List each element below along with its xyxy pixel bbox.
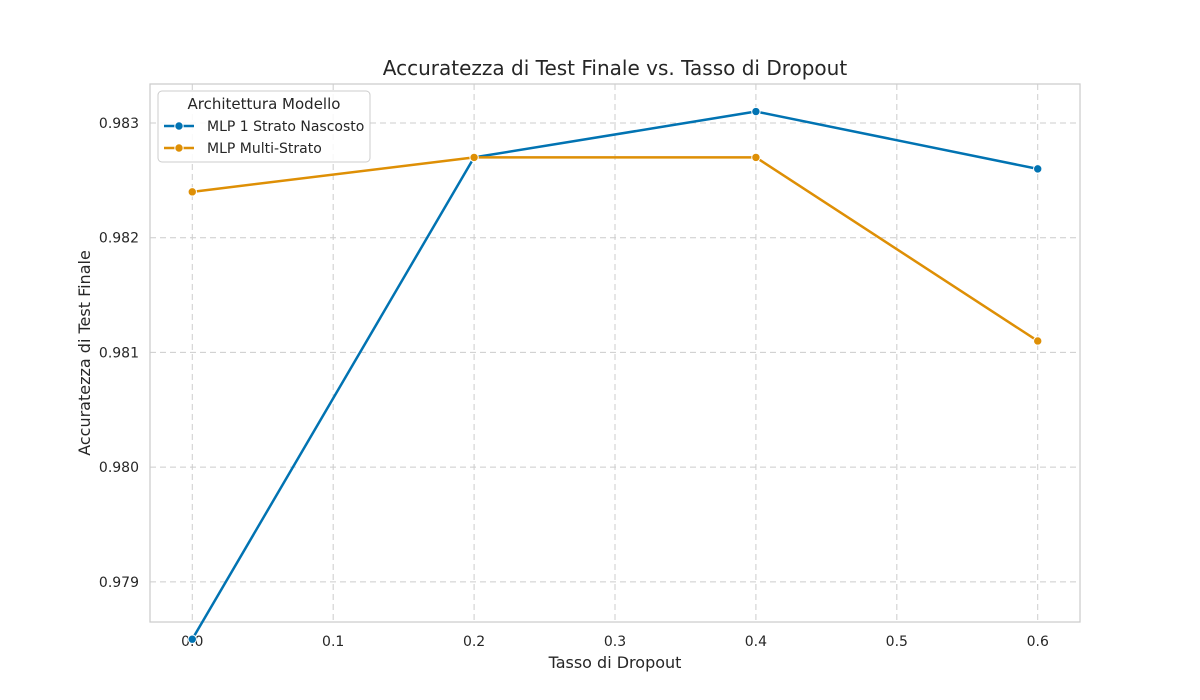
legend-swatch-marker: [174, 143, 184, 153]
x-axis: 0.00.10.20.30.40.50.6: [181, 634, 1049, 650]
y-tick-label: 0.982: [99, 231, 139, 247]
series-layer: [187, 106, 1043, 644]
y-tick-label: 0.981: [99, 345, 139, 361]
x-tick-label: 0.5: [886, 634, 908, 650]
data-point: [1033, 164, 1043, 174]
legend: Architettura Modello MLP 1 Strato Nascos…: [157, 90, 371, 163]
x-tick-label: 0.1: [322, 634, 344, 650]
data-point: [469, 152, 479, 163]
chart-title: Accuratezza di Test Finale vs. Tasso di …: [383, 56, 848, 80]
y-axis-label: Accuratezza di Test Finale: [75, 250, 94, 456]
data-point: [751, 106, 761, 117]
data-point: [751, 152, 761, 163]
y-axis: 0.979 0.980 0.981 0.982 0.983: [99, 116, 139, 591]
series-line: [192, 156, 1039, 343]
data-point: [1033, 336, 1043, 346]
data-point: [187, 187, 197, 197]
series-group: [187, 106, 1043, 644]
legend-label: MLP Multi-Strato: [207, 141, 322, 157]
x-tick-label: 0.3: [604, 634, 626, 650]
legend-label: MLP 1 Strato Nascosto: [207, 119, 364, 135]
x-tick-label: 0.2: [463, 634, 485, 650]
x-tick-label: 0.4: [745, 634, 767, 650]
x-axis-label: Tasso di Dropout: [548, 653, 682, 672]
y-tick-label: 0.983: [99, 116, 139, 132]
data-point: [187, 634, 197, 644]
y-tick-label: 0.979: [99, 575, 139, 591]
x-tick-label: 0.6: [1027, 634, 1049, 650]
legend-box: [157, 90, 371, 163]
legend-title: Architettura Modello: [188, 95, 341, 113]
y-tick-label: 0.980: [99, 460, 139, 476]
legend-swatch-marker: [174, 121, 184, 131]
series-line: [191, 110, 1038, 640]
plot-area: [149, 83, 1081, 623]
series-group: [187, 152, 1043, 346]
